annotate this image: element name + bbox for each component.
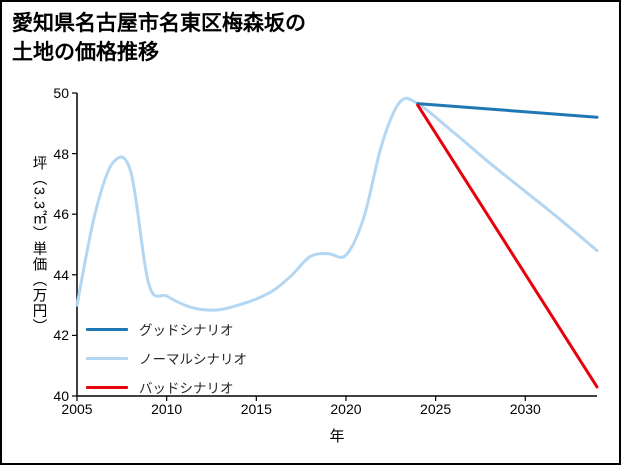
x-axis-label: 年 [329,428,345,445]
x-tick-label: 2010 [151,401,183,417]
x-tick-label: 2030 [509,401,541,417]
legend-line-bad-scenario [86,385,128,389]
page-title: 愛知県名古屋市名東区梅森坂の 土地の価格推移 [12,10,306,68]
page-title-line-2: 土地の価格推移 [12,40,159,64]
legend-item-good-scenario: グッドシナリオ [86,319,247,339]
x-tick-label: 2020 [330,401,362,417]
legend-label-bad-scenario: バッドシナリオ [139,381,234,396]
x-tick-label: 2005 [61,401,93,417]
y-tick-label: 40 [53,388,69,404]
legend-item-normal-scenario: ノーマルシナリオ [86,348,247,368]
series-line-0 [416,102,599,119]
y-axis-label: 坪（3.3㎡）単価（万円） [30,155,47,335]
series-line-2 [416,103,599,389]
y-tick-label: 44 [53,266,69,283]
legend-label-normal-scenario: ノーマルシナリオ [139,352,247,367]
x-tick-label: 2015 [240,401,272,417]
y-tick-label: 42 [53,327,69,344]
y-tick-label: 48 [53,145,69,162]
legend-item-bad-scenario: バッドシナリオ [86,377,247,397]
y-tick-label: 46 [53,206,69,223]
series-line-1 [75,96,599,312]
legend-label-good-scenario: グッドシナリオ [139,323,234,338]
legend-line-normal-scenario [86,356,128,360]
page-title-line-1: 愛知県名古屋市名東区梅森坂の [12,12,306,35]
legend-line-good-scenario [86,327,128,331]
x-tick-label: 2025 [420,401,452,417]
legend: グッドシナリオ ノーマルシナリオ バッドシナリオ [86,319,247,406]
y-tick-label: 50 [53,85,69,101]
